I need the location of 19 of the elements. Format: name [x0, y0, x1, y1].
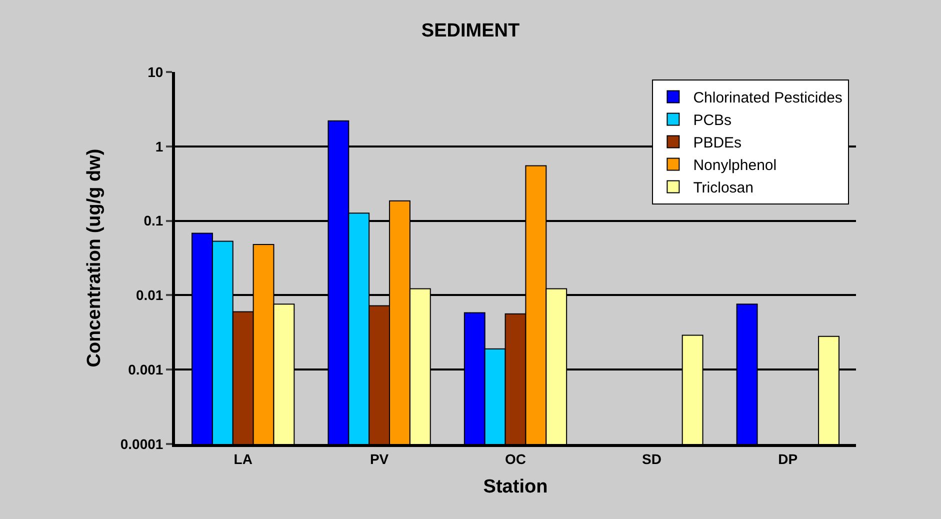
- x-tick-label: SD: [642, 450, 662, 467]
- legend-label: Chlorinated Pesticides: [693, 90, 842, 107]
- x-tick-label: LA: [234, 450, 252, 467]
- legend-label: PBDEs: [693, 134, 742, 152]
- x-tick-label: OC: [505, 450, 526, 467]
- y-tick-label: 10: [148, 64, 164, 80]
- y-tick-label: 1: [155, 138, 164, 154]
- x-tick-label: DP: [778, 450, 798, 467]
- y-tick-label: 0.01: [136, 287, 164, 304]
- legend-label: PCBs: [693, 112, 732, 130]
- y-tick-label: 0.0001: [120, 436, 164, 452]
- chart-title: SEDIMENT: [421, 20, 520, 42]
- y-tick-label: 0.1: [144, 212, 164, 229]
- legend-label: Triclosan: [693, 180, 754, 197]
- legend-label: Nonylphenol: [693, 157, 777, 174]
- y-axis-title: Concentration (ug/g dw): [84, 148, 106, 368]
- x-tick-label: PV: [370, 450, 390, 467]
- x-axis-title: Station: [483, 476, 548, 498]
- y-tick-label: 0.001: [128, 362, 164, 378]
